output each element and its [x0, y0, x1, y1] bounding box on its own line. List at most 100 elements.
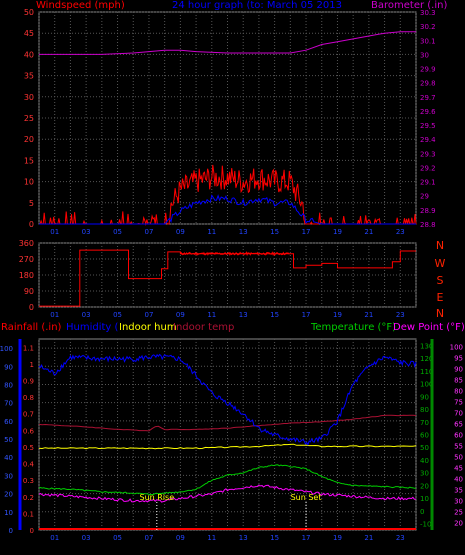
x-tick-label: 09: [176, 311, 185, 319]
rain-y-tick: 0.6: [23, 427, 35, 435]
x-tick-label: 03: [82, 311, 91, 319]
temp-y-tick: 120: [420, 355, 433, 363]
dew-y-tick: 65: [454, 420, 463, 428]
direction-y-tick: 90: [24, 287, 34, 296]
dew-y-tick: 100: [450, 343, 463, 351]
baro-y-tick: 29.7: [420, 94, 436, 102]
x-tick-label: 19: [333, 311, 342, 319]
wind-y-tick: 0: [29, 220, 34, 229]
dew-point-line: [38, 484, 416, 503]
x-tick-label: 15: [270, 311, 279, 319]
x-tick-label: 23: [396, 311, 405, 319]
wind-y-tick: 45: [24, 29, 34, 38]
baro-y-tick: 29.3: [420, 150, 436, 158]
x-tick-label: 01: [50, 228, 59, 236]
wind-y-tick: 50: [24, 8, 34, 17]
indoor-humidity-line: [38, 443, 417, 450]
baro-y-tick: 28.8: [420, 221, 436, 229]
rain-y-tick: 0.3: [23, 477, 34, 485]
x-tick-label: 17: [302, 311, 311, 319]
humidity-y-tick: 10: [4, 509, 13, 517]
x-tick-label: 05: [113, 311, 122, 319]
rain-y-tick: 0: [30, 527, 34, 535]
wind-direction-line: [39, 249, 416, 307]
humidity-y-tick: 60: [4, 418, 13, 426]
temp-y-tick: 80: [420, 406, 429, 414]
temp-y-tick: -10: [420, 521, 431, 529]
wind-y-tick: 25: [24, 114, 34, 123]
sun-set-label: Sun Set: [291, 493, 322, 502]
x-tick-label: 21: [364, 311, 373, 319]
rain-y-tick: 0.7: [23, 411, 34, 419]
x-tick-label: 17: [302, 534, 311, 542]
x-tick-label: 17: [302, 228, 311, 236]
humidity-y-tick: 20: [4, 491, 13, 499]
dew-y-tick: 55: [454, 443, 463, 451]
dew-y-tick: 95: [454, 354, 463, 362]
wind-y-tick: 15: [24, 156, 34, 165]
humidity-y-tick: 90: [4, 363, 13, 371]
humidity-y-tick: 0: [9, 527, 13, 535]
baro-y-tick: 29.2: [420, 164, 436, 172]
x-tick-label: 01: [50, 534, 59, 542]
x-tick-label: 21: [364, 228, 373, 236]
x-tick-label: 19: [333, 534, 342, 542]
baro-y-tick: 29.6: [420, 108, 436, 116]
x-tick-label: 15: [270, 534, 279, 542]
compass-label: E: [437, 291, 444, 304]
wind-y-tick: 20: [24, 135, 34, 144]
temp-y-tick: 60: [420, 432, 429, 440]
rain-y-tick: 0.4: [23, 461, 35, 469]
rain-y-tick: 1.1: [23, 344, 34, 352]
x-tick-label: 01: [50, 311, 59, 319]
x-tick-label: 03: [82, 228, 91, 236]
direction-y-tick: 360: [19, 239, 34, 248]
rain-y-tick: 0.8: [23, 394, 34, 402]
rain-y-tick: 0.1: [23, 510, 34, 518]
x-tick-label: 07: [144, 311, 153, 319]
temp-y-tick: 100: [420, 381, 433, 389]
compass-label: W: [435, 257, 446, 270]
temp-y-tick: 50: [420, 444, 429, 452]
temp-y-tick: 110: [420, 368, 433, 376]
windspeed-title: Windspeed (mph): [36, 0, 125, 11]
indoor-temp-title: Indoor temp: [173, 322, 234, 333]
wind-y-tick: 40: [24, 50, 34, 59]
baro-y-tick: 29.8: [420, 80, 436, 88]
x-tick-label: 21: [364, 534, 373, 542]
baro-y-tick: 30.2: [420, 23, 436, 31]
temp-y-tick: 30: [420, 470, 429, 478]
temp-y-tick: 70: [420, 419, 429, 427]
dew-y-tick: 30: [454, 498, 463, 506]
x-tick-label: 11: [207, 311, 216, 319]
humidity-y-tick: 70: [4, 400, 13, 408]
wind-direction-jitter: [180, 251, 290, 257]
wind-y-tick: 10: [24, 178, 34, 187]
temperature-title: Temperature (°F): [310, 322, 396, 333]
dew-y-tick: 35: [454, 487, 463, 495]
dew-y-tick: 90: [454, 365, 463, 373]
graph-title: 24 hour graph (to: March 05 2013: [172, 0, 342, 11]
rain-y-tick: 0.9: [23, 378, 34, 386]
dew-y-tick: 25: [454, 509, 463, 517]
wind-y-tick: 5: [29, 199, 34, 208]
x-tick-label: 05: [113, 534, 122, 542]
dew-y-tick: 85: [454, 376, 463, 384]
x-tick-label: 03: [82, 534, 91, 542]
x-tick-label: 09: [176, 228, 185, 236]
x-tick-label: 11: [207, 534, 216, 542]
x-tick-label: 11: [207, 228, 216, 236]
humidity-title: Humidity (: [66, 322, 119, 333]
compass-label: N: [436, 239, 444, 252]
x-tick-label: 07: [144, 228, 153, 236]
direction-y-tick: 0: [29, 303, 34, 312]
compass-label: S: [437, 274, 444, 287]
temp-y-tick: 130: [420, 342, 433, 350]
humidity-line: [38, 353, 417, 446]
x-tick-label: 13: [239, 534, 248, 542]
baro-y-tick: 30: [420, 51, 429, 59]
compass-label: N: [436, 307, 444, 320]
wind-y-tick: 30: [24, 93, 34, 102]
humidity-y-tick: 40: [4, 454, 13, 462]
